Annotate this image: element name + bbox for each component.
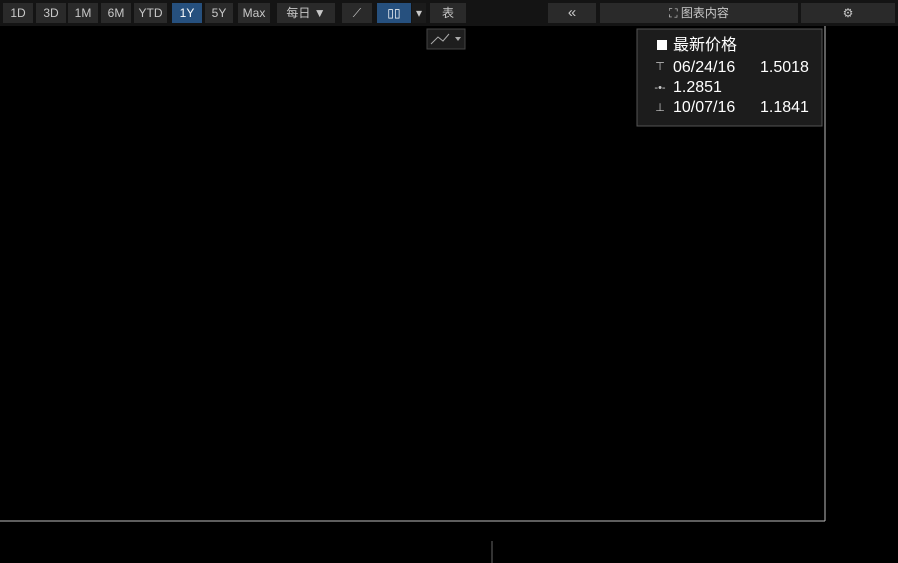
settings-button[interactable]: ⚙ [801,3,895,23]
chart-type-dropdown[interactable]: ▾ [412,3,426,23]
table-button[interactable]: 表 [430,3,466,23]
legend-high-date: 06/24/16 [673,59,735,76]
range-button[interactable]: Max [238,3,270,23]
legend-title: 最新价格 [673,36,737,54]
legend-low-date: 10/07/16 [673,99,735,116]
legend-high: 1.5018 [760,59,809,76]
chart-content-button[interactable]: ⛶ 图表内容 [600,3,798,23]
toolbar: 1D 3D 1M 6M YTD 1Y 5Y Max 每日 ▼ ⟋ ▯▯ ▾ 表 « ⛶ 图表内… [0,0,898,26]
legend-box [636,28,823,127]
frequency-label: 每日 [286,6,311,20]
legend-low: 1.1841 [760,99,809,116]
range-button[interactable]: 1D [3,3,33,23]
range-button[interactable]: 1M [68,3,98,23]
legend: 最新价格 ⊤ 06/24/16 1.5018 -•- 1.2851 ⊥ 10/0… [636,28,823,127]
frequency-dropdown[interactable]: 每日 ▼ [277,3,335,23]
collapse-button[interactable]: « [548,3,596,23]
legend-average: 1.2851 [673,79,722,96]
range-button[interactable]: 1Y [172,3,202,23]
study-dropdown[interactable] [426,28,466,50]
study-icon [430,33,450,45]
average-icon: -•- [654,82,666,94]
range-button[interactable]: 5Y [205,3,233,23]
line-chart-button[interactable]: ⟋ [342,3,372,23]
range-button[interactable]: YTD [134,3,167,23]
range-button[interactable]: 3D [36,3,66,23]
low-icon: ⊥ [655,102,665,114]
study-arrow [455,37,461,41]
candle-chart-button[interactable]: ▯▯ [377,3,411,23]
high-icon: ⊤ [655,61,665,73]
legend-swatch [657,40,667,50]
chart-content-label: 图表内容 [680,6,729,20]
range-button[interactable]: 6M [101,3,131,23]
